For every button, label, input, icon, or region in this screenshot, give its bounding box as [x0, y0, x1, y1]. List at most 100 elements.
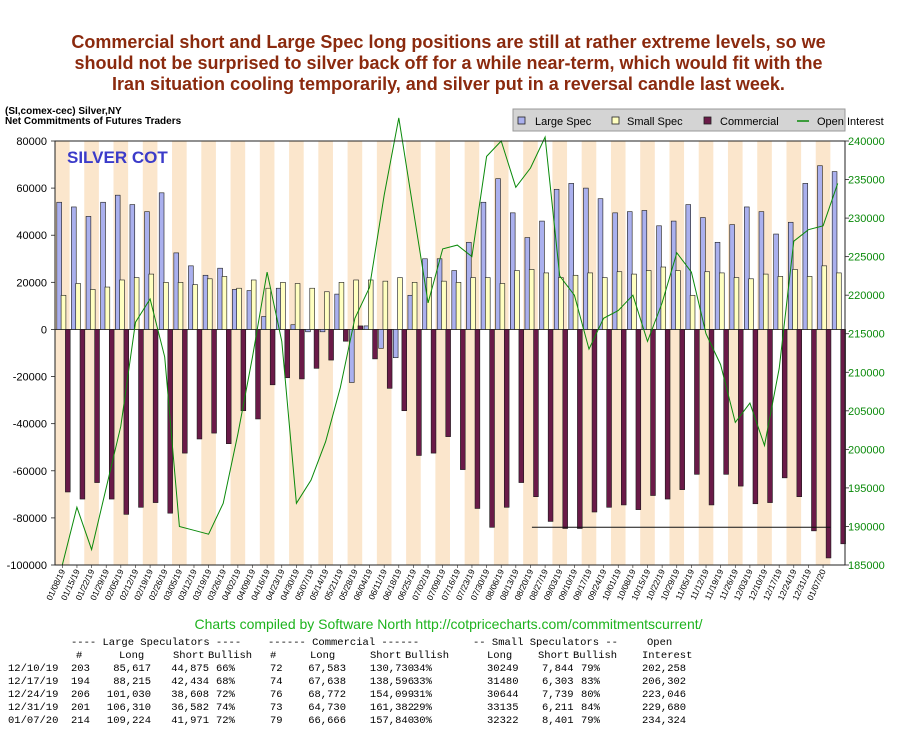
legend-swatch-small-spec — [611, 116, 620, 125]
cell-ls-long: 106,310 — [106, 702, 151, 714]
large-spec-bar — [71, 206, 77, 330]
date-band — [201, 141, 216, 565]
right-tick-label: 220000 — [848, 290, 885, 302]
col-ls-bullish: Bullish — [208, 650, 253, 662]
large-spec-bar — [612, 212, 618, 330]
commercial-bar — [840, 329, 846, 545]
small-spec-bar — [704, 271, 710, 330]
left-tick-label: -40000 — [13, 419, 47, 431]
large-spec-bar — [817, 165, 823, 330]
small-spec-bar — [426, 277, 432, 330]
cell-ls-num: 194 — [71, 676, 90, 688]
cell-ls-bull: 66% — [216, 663, 235, 675]
small-spec-bar — [587, 272, 593, 330]
cell-c-short: 130,730 — [369, 663, 414, 675]
cell-date: 12/17/19 — [8, 676, 59, 688]
cell-ls-num: 206 — [71, 689, 90, 701]
cell-ls-short: 44,875 — [171, 663, 209, 675]
headline-line-2: should not be surprised to silver back o… — [74, 53, 823, 73]
small-spec-bar — [777, 276, 784, 330]
commercial-bar — [226, 329, 232, 444]
cell-ss-bull: 80% — [581, 689, 600, 701]
cell-ss-long: 32322 — [487, 715, 519, 727]
cell-c-short: 154,099 — [369, 689, 414, 701]
table-row: 12/31/19 201 106,310 36,582 74% 73 64,730 161,3… — [8, 702, 888, 715]
open-interest-series — [61, 117, 839, 566]
commercial-bar — [708, 329, 715, 506]
left-tick-label: -80000 — [13, 513, 47, 525]
symbol-line: (SI,comex-cec) Silver,NY — [5, 106, 122, 117]
table-row: 01/07/20 214 109,224 41,971 72% 79 66,666 157,8… — [8, 715, 888, 728]
commercial-bar — [152, 329, 159, 503]
cell-ss-short: 7,844 — [542, 663, 574, 675]
cell-ss-long: 33135 — [487, 702, 519, 714]
cell-ss-bull: 84% — [581, 702, 600, 714]
cell-ss-bull: 83% — [581, 676, 600, 688]
small-spec-bar — [133, 277, 140, 330]
large-spec-bar — [85, 216, 92, 330]
commercial-bar — [386, 329, 393, 389]
large-spec-bar — [495, 178, 501, 330]
cell-ls-num: 214 — [71, 715, 90, 727]
left-tick-label: -100000 — [7, 560, 47, 572]
large-spec-bar — [831, 171, 838, 330]
col-c-long: Long — [310, 650, 336, 662]
cell-c-short: 138,596 — [369, 676, 414, 688]
chart-watermark: SILVER COT — [67, 148, 168, 167]
commercial-bar — [94, 329, 100, 483]
small-spec-bar — [806, 276, 813, 330]
cell-c-long: 67,638 — [308, 676, 346, 688]
commercial-bar — [650, 329, 656, 496]
cell-c-bull: 29% — [413, 702, 432, 714]
cell-c-num: 74 — [270, 676, 283, 688]
small-spec-bar — [294, 283, 301, 330]
commercial-bar — [635, 329, 642, 510]
left-tick-label: -60000 — [13, 466, 47, 478]
large-spec-bar — [144, 211, 150, 330]
commercial-bar — [489, 329, 495, 528]
right-tick-label: 205000 — [848, 406, 885, 418]
cell-c-short: 161,382 — [369, 702, 414, 714]
small-spec-bar — [733, 277, 740, 330]
small-spec-bar — [689, 294, 696, 330]
large-spec-bar — [641, 210, 648, 330]
date-band — [230, 141, 246, 565]
commercial-bar — [108, 329, 115, 500]
cell-c-bull: 34% — [413, 663, 432, 675]
right-tick-label: 195000 — [848, 483, 885, 495]
cell-ls-short: 41,971 — [171, 715, 209, 727]
commercial-bar — [299, 329, 305, 380]
left-tick-label: -20000 — [13, 372, 47, 384]
cell-ls-short: 42,434 — [171, 676, 209, 688]
legend: Large Spec Small Spec Commercial Open In… — [512, 108, 884, 132]
table-row: 12/10/19 203 85,617 44,875 66% 72 67,583 130,73… — [8, 663, 888, 676]
header-small-speculators: -- Small Speculators -- — [473, 637, 618, 649]
cell-ls-num: 203 — [71, 663, 90, 675]
commercial-bar — [591, 329, 598, 513]
left-axis: 80000 60000 40000 20000 0 -20000 -40000 -60000 -… — [7, 136, 55, 572]
small-spec-bar — [748, 278, 754, 330]
col-c-short: Short — [370, 650, 402, 662]
commercial-bar — [196, 329, 203, 440]
cell-ls-bull: 72% — [216, 715, 235, 727]
small-spec-bar — [280, 282, 286, 330]
cell-c-long: 67,583 — [308, 663, 346, 675]
commercial-bar — [430, 329, 437, 454]
cell-ls-long: 88,215 — [113, 676, 151, 688]
small-spec-bar — [90, 289, 96, 330]
large-spec-bar — [685, 204, 691, 330]
right-tick-label: 215000 — [848, 329, 885, 341]
left-tick-label: 20000 — [16, 277, 47, 289]
commercial-bar — [269, 329, 276, 386]
col-c-bullish: Bullish — [405, 650, 450, 662]
cell-ls-short: 38,608 — [171, 689, 209, 701]
commercial-bar — [723, 329, 729, 475]
large-spec-bar — [392, 329, 399, 359]
small-spec-bar — [192, 284, 198, 330]
small-spec-bar — [309, 287, 315, 330]
date-band — [376, 141, 392, 565]
small-spec-bar — [719, 272, 725, 330]
large-spec-bar — [802, 183, 809, 330]
col-ls-short: Short — [173, 650, 205, 662]
cell-ls-bull: 72% — [216, 689, 235, 701]
